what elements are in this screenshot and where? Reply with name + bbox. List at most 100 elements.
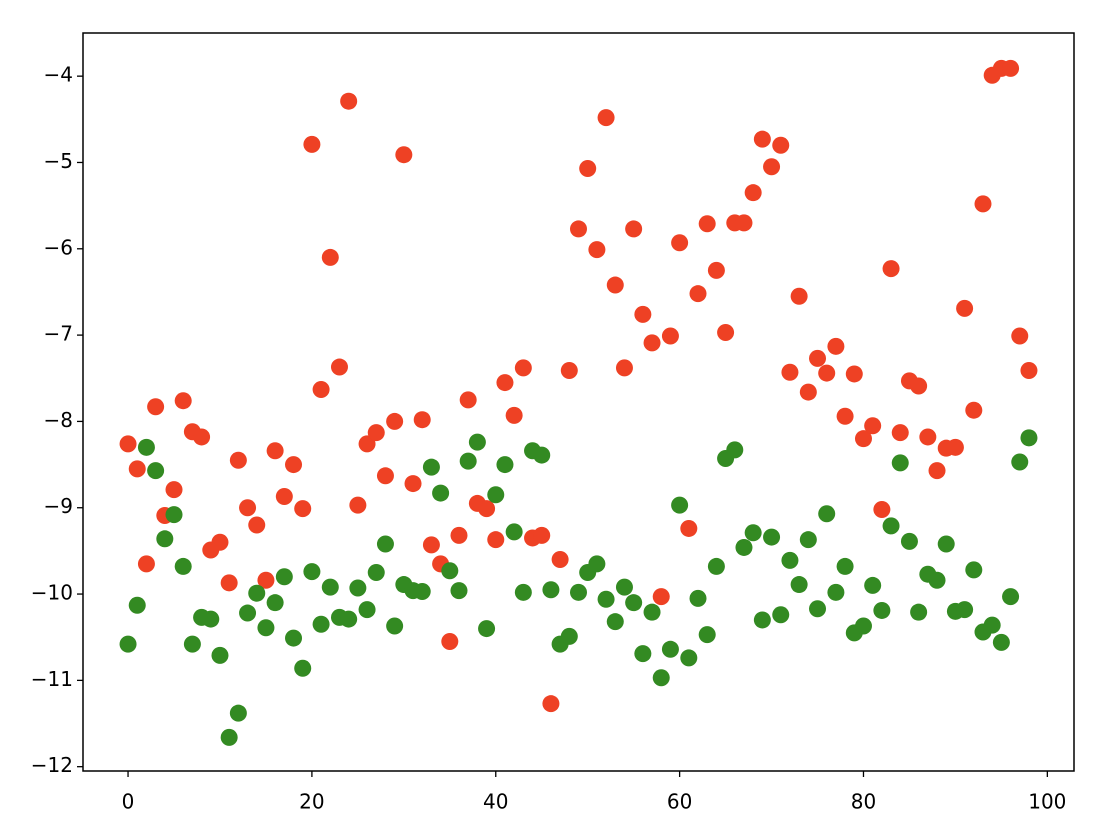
point — [854, 617, 872, 635]
point — [910, 377, 928, 395]
x-tick-label: 20 — [299, 790, 324, 814]
point — [643, 603, 661, 621]
point — [128, 460, 146, 478]
point — [248, 516, 266, 534]
point — [983, 616, 1001, 634]
point — [753, 611, 771, 629]
y-tick-label: −10 — [31, 581, 73, 605]
point — [579, 160, 597, 178]
point — [707, 261, 725, 279]
point — [753, 130, 771, 148]
point — [717, 324, 735, 342]
point — [744, 524, 762, 542]
point — [882, 260, 900, 278]
point — [1011, 453, 1029, 471]
point — [882, 517, 900, 535]
point — [266, 594, 284, 612]
point — [974, 195, 992, 213]
point — [928, 571, 946, 589]
point — [367, 424, 385, 442]
x-tick-label: 40 — [483, 790, 508, 814]
point — [1020, 429, 1038, 447]
point — [1020, 361, 1038, 379]
point — [790, 287, 808, 305]
point — [285, 456, 303, 474]
point — [671, 234, 689, 252]
y-tick-label: −8 — [44, 408, 73, 432]
plot-area — [83, 33, 1074, 771]
y-tick-label: −7 — [44, 322, 73, 346]
point — [560, 627, 578, 645]
point — [229, 704, 247, 722]
point — [183, 635, 201, 653]
point — [239, 499, 257, 517]
point — [404, 475, 422, 493]
point — [864, 417, 882, 435]
point — [450, 582, 468, 600]
point — [735, 538, 753, 556]
y-tick-label: −5 — [44, 149, 73, 173]
point — [505, 406, 523, 424]
point — [606, 613, 624, 631]
point — [625, 594, 643, 612]
point — [965, 561, 983, 579]
point — [413, 411, 431, 429]
point — [496, 374, 514, 392]
point — [588, 555, 606, 573]
point — [321, 248, 339, 266]
point — [147, 398, 165, 416]
point — [432, 484, 450, 502]
point — [459, 452, 477, 470]
point — [809, 600, 827, 618]
point — [910, 603, 928, 621]
point — [956, 299, 974, 317]
point — [560, 361, 578, 379]
point — [165, 481, 183, 499]
point — [330, 358, 348, 376]
point — [229, 451, 247, 469]
point — [735, 214, 753, 232]
y-tick-label: −4 — [44, 63, 73, 87]
point — [257, 619, 275, 637]
point — [597, 590, 615, 608]
point — [634, 645, 652, 663]
y-tick-label: −12 — [31, 753, 73, 777]
point — [836, 407, 854, 425]
point — [478, 500, 496, 518]
point — [891, 454, 909, 472]
point — [137, 438, 155, 456]
point — [928, 462, 946, 480]
point — [386, 412, 404, 430]
point — [450, 526, 468, 544]
point — [487, 531, 505, 549]
point — [147, 462, 165, 480]
point — [533, 526, 551, 544]
x-tick-label: 80 — [851, 790, 876, 814]
point — [376, 467, 394, 485]
point — [395, 146, 413, 164]
point — [413, 582, 431, 600]
point — [211, 646, 229, 664]
point — [487, 486, 505, 504]
point — [266, 442, 284, 460]
point — [358, 601, 376, 619]
point — [597, 109, 615, 127]
point — [441, 562, 459, 580]
point — [1002, 588, 1020, 606]
point — [349, 579, 367, 597]
point — [873, 601, 891, 619]
point — [827, 337, 845, 355]
point — [698, 626, 716, 644]
point — [174, 557, 192, 575]
point — [294, 500, 312, 518]
point — [220, 574, 238, 592]
point — [606, 276, 624, 294]
point — [349, 496, 367, 514]
point — [615, 359, 633, 377]
point — [588, 241, 606, 259]
point — [239, 604, 257, 622]
point — [652, 588, 670, 606]
point — [652, 669, 670, 687]
point — [128, 596, 146, 614]
